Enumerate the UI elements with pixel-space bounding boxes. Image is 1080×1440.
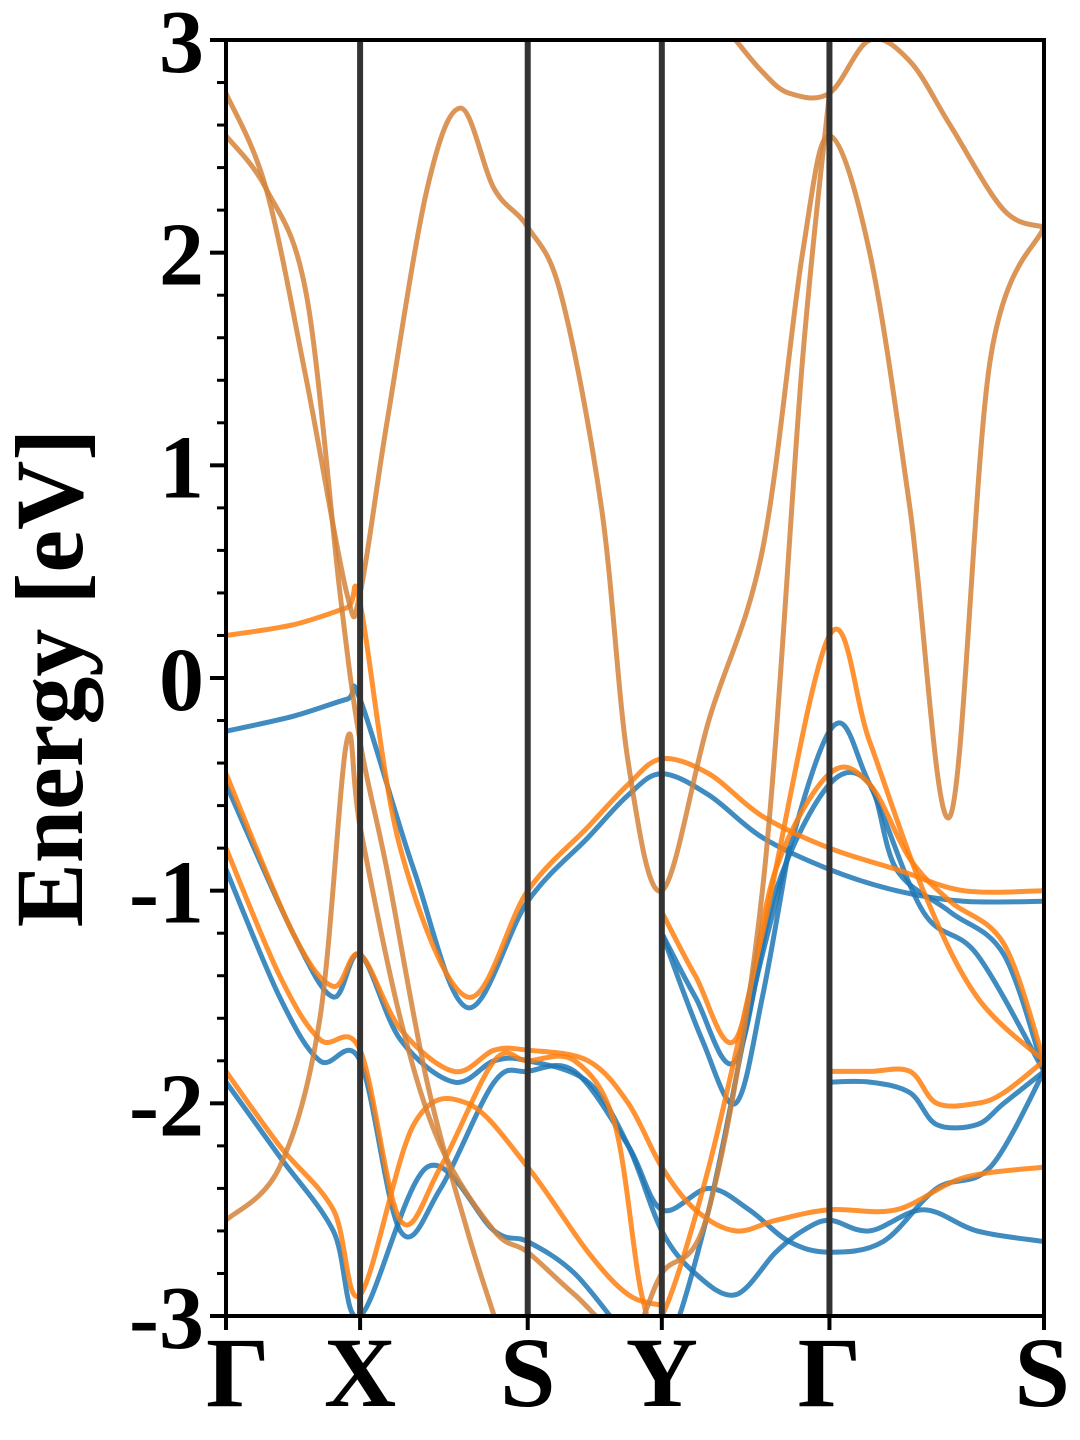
band-line-s1-b2 [226,626,1044,1316]
band-line-s0-b4 [659,769,1044,1074]
x-tick-label-Γ: Γ [206,1317,270,1428]
band-line-s0-b1 [226,781,1044,1298]
x-tick-label-S: S [500,1317,556,1428]
x-tick-label-Γ: Γ [798,1317,862,1428]
band-line-s0-b5 [826,1068,1044,1131]
y-tick-label: 1 [159,418,204,517]
x-tick-label-X: X [324,1317,396,1428]
y-axis-title: Energy [eV] [0,429,103,928]
y-tick-label: -3 [129,1269,204,1368]
band-line-s1-b5 [226,1068,665,1308]
y-tick-label: 2 [159,206,204,305]
y-tick-label: 3 [159,0,204,92]
band-line-s1-b4 [826,1058,1044,1109]
bands-layer [226,40,1044,1316]
band-line-s2-b0 [226,90,1044,894]
band-line-s2-b3 [733,40,1044,230]
y-tick-label: -2 [129,1056,204,1155]
band-line-s0-b6 [659,845,792,1107]
band-line-s0-b2 [226,866,1044,1255]
band-line-s1-b0 [226,583,1044,1000]
y-tick-label: -1 [129,844,204,943]
kpoint-lines [357,40,833,1316]
band-line-s0-b0 [226,683,1044,1011]
band-line-s1-b3 [659,764,1044,1064]
band-line-s0-b3 [226,720,1044,1316]
y-tick-label: 0 [159,631,204,730]
band-line-s1-b1 [226,771,1044,1234]
y-axis-ticks: -3 -2 -1 0 1 2 3 [129,0,226,1368]
x-tick-label-S: S [1014,1317,1070,1428]
x-tick-label-Y: Y [626,1317,698,1428]
